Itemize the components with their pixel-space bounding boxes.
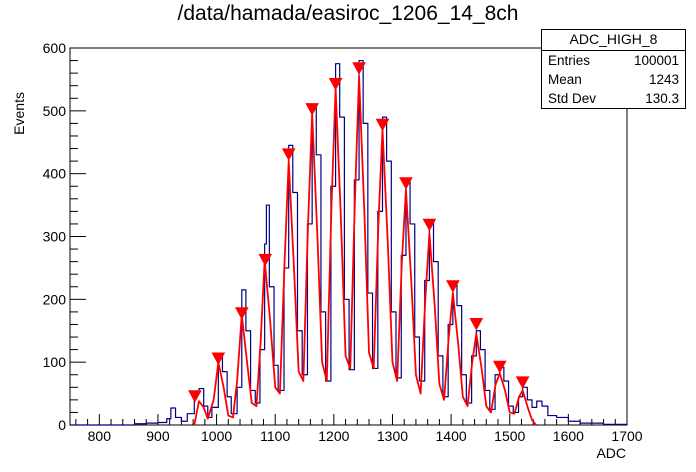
x-tick-label: 1300 [377,428,408,444]
stats-row-entries: Entries 100001 [542,51,685,70]
stats-box: ADC_HIGH_8 Entries 100001 Mean 1243 Std … [541,29,686,109]
stats-label: Std Dev [548,91,597,106]
stats-value: 100001 [633,53,679,68]
stats-value: 1243 [648,72,679,87]
stats-box-name: ADC_HIGH_8 [542,30,685,51]
peak-marker [328,77,343,91]
peak-marker [399,177,413,190]
x-tick-label: 1600 [553,428,584,444]
y-tick-label: 500 [43,103,67,119]
peak-marker [422,218,437,232]
x-tick-label: 1200 [318,428,349,444]
stats-label: Entries [548,53,591,68]
y-tick-label: 200 [43,291,67,307]
series-layer [70,59,628,426]
peak-marker [446,280,460,293]
x-tick-label: 1700 [611,428,642,444]
chart-title: /data/hamada/easiroc_1206_14_8ch [177,2,519,25]
x-tick-label: 800 [88,428,112,444]
peak-marker [188,390,202,403]
peak-marker [258,253,273,267]
x-tick-label: 1100 [260,428,290,444]
y-tick-label: 100 [43,354,67,370]
peak-marker [211,352,226,366]
x-tick-label: 1400 [436,428,467,444]
peak-markers [188,62,530,403]
stats-row-mean: Mean 1243 [542,70,685,89]
peak-marker [352,62,366,75]
peak-marker [234,307,249,320]
axes: 800 900 1000 1100 1200 1300 1400 1500 1600 1700 0 1… [43,40,643,444]
peak-marker [469,317,484,331]
y-tick-label: 400 [43,166,67,182]
x-axis-label: ADC [596,445,626,461]
stats-row-stddev: Std Dev 130.3 [542,89,685,108]
histogram-series [70,59,628,426]
y-tick-label: 0 [58,417,66,433]
peak-marker [515,376,530,389]
peak-marker [375,118,390,132]
peak-marker [281,148,296,161]
stats-value: 130.3 [645,91,679,106]
peak-marker [305,103,319,116]
x-tick-label: 1000 [201,428,232,444]
x-tick-label: 900 [146,428,170,444]
y-tick-label: 300 [43,229,67,245]
fit-curve-series [193,75,537,426]
y-tick-label: 600 [43,40,67,56]
stats-label: Mean [548,72,582,87]
y-axis-label: Events [11,92,27,135]
peak-marker [492,360,507,374]
x-tick-label: 1500 [494,428,525,444]
